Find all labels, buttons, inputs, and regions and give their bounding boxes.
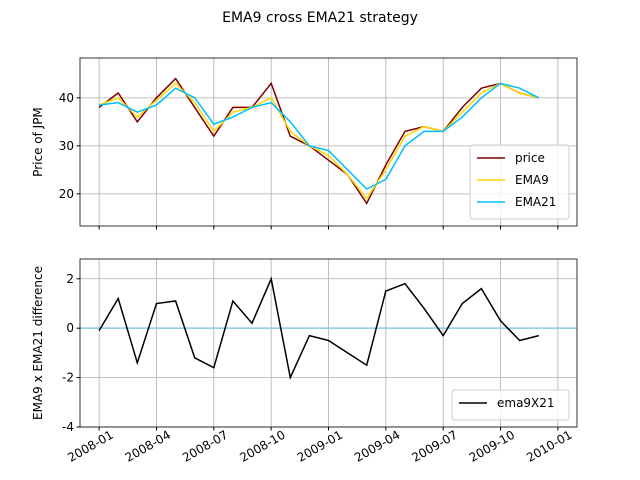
legend: ema9X21 xyxy=(451,389,570,421)
y-tick-label: 0 xyxy=(66,321,74,335)
series-line xyxy=(98,276,539,381)
x-tick-label: 2008-10 xyxy=(237,428,287,465)
x-tick-label: 2009-07 xyxy=(409,428,459,465)
y-tick-label: -2 xyxy=(62,371,74,385)
legend: price EMA9 EMA21 xyxy=(469,144,570,220)
legend-label: EMA21 xyxy=(515,195,556,209)
legend-label: EMA9 xyxy=(515,173,549,187)
axes-frame xyxy=(79,57,578,227)
y-tick-label: 20 xyxy=(59,187,74,201)
y-tick-label: 30 xyxy=(59,139,74,153)
y-tick-label: 2 xyxy=(66,272,74,286)
axes-frame xyxy=(79,258,578,428)
y-axis-label: Price of JPM xyxy=(31,107,45,177)
x-tick-label: 2008-07 xyxy=(180,428,230,465)
legend-box xyxy=(469,144,570,220)
y-axis-label: EMA9 x EMA21 difference xyxy=(31,266,45,420)
legend-label: ema9X21 xyxy=(497,396,555,410)
series-line xyxy=(99,82,540,190)
series-line xyxy=(98,77,539,205)
legend-box xyxy=(451,389,570,421)
x-tick-label: 2009-01 xyxy=(295,428,345,465)
y-tick-label: 40 xyxy=(59,91,74,105)
series-line xyxy=(98,82,539,200)
x-tick-label: 2010-01 xyxy=(524,428,574,465)
legend-label: price xyxy=(515,151,545,165)
x-tick-label: 2009-04 xyxy=(352,428,402,465)
y-tick-label: -4 xyxy=(62,420,74,434)
x-tick-label: 2008-04 xyxy=(123,428,173,465)
x-tick-label: 2009-10 xyxy=(467,428,517,465)
figure-title: EMA9 cross EMA21 strategy xyxy=(222,10,418,26)
